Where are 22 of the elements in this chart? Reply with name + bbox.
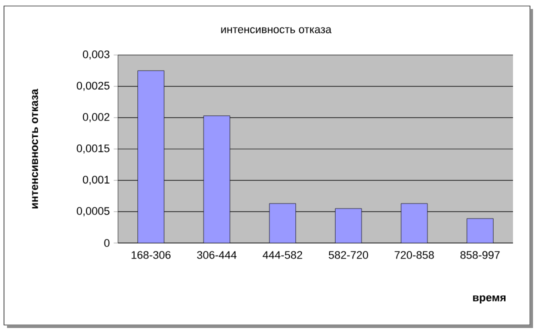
- bar: [269, 203, 296, 243]
- bar: [466, 218, 494, 243]
- x-tick-label: 168-306: [132, 251, 171, 259]
- x-tick-label: 858-997: [460, 251, 500, 259]
- y-tick-label: 0,0025: [76, 82, 110, 91]
- y-tick-label: 0,0005: [76, 207, 110, 216]
- y-tick-label: 0,001: [82, 176, 110, 185]
- x-tick-label: 444-582: [262, 251, 302, 259]
- bar: [400, 203, 428, 243]
- y-tick-label: 0,002: [82, 113, 110, 122]
- x-tick-label: 720-858: [394, 251, 434, 259]
- x-axis-title: время: [473, 295, 506, 304]
- y-tick-label: 0,0015: [76, 144, 110, 154]
- chart-title: интенсивность отказа: [221, 27, 332, 34]
- x-tick-label: 306-444: [197, 251, 237, 259]
- bar: [335, 208, 362, 243]
- y-tick-label: 0: [104, 239, 110, 247]
- y-tick-label: 0,003: [82, 50, 110, 60]
- y-axis-title: интенсивность отказа: [32, 88, 38, 208]
- bar: [138, 70, 164, 243]
- x-tick-label: 582-720: [328, 251, 368, 259]
- bar: [203, 116, 230, 243]
